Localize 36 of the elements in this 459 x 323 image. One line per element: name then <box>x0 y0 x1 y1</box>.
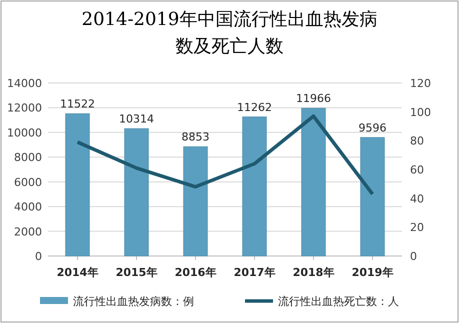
y-tick-label: 12000 <box>7 102 42 115</box>
data-label: 11522 <box>60 98 95 111</box>
y-tick-label: 8000 <box>14 151 42 164</box>
y2-tick-label: 60 <box>410 164 424 176</box>
bar <box>301 108 326 256</box>
y2-tick-label: 40 <box>410 192 424 206</box>
title: 2014-2019年中国流行性出血热发病数及死亡人数 <box>82 9 378 57</box>
data-label: 10314 <box>119 112 154 126</box>
y-tick-label: 6000 <box>14 176 42 189</box>
x-tick-label: 2019年 <box>352 266 394 279</box>
y2-tick-label: 120 <box>410 77 431 90</box>
x-tick-label: 2016年 <box>174 266 216 279</box>
data-label: 11966 <box>296 92 331 106</box>
legend-label: 流行性出血热发病数：例 <box>73 295 194 308</box>
data-label: 11262 <box>237 100 272 114</box>
x-tick-label: 2018年 <box>292 266 334 279</box>
y2-tick-label: 20 <box>410 221 424 234</box>
bar <box>65 113 90 256</box>
bar <box>360 137 385 256</box>
bar <box>242 116 267 256</box>
bar <box>124 128 149 256</box>
y2-tick-label: 80 <box>410 134 424 148</box>
x-tick-label: 2014年 <box>56 266 98 279</box>
y-tick-label: 10000 <box>7 126 42 140</box>
y2-tick-label: 100 <box>410 106 431 119</box>
bar <box>183 146 208 256</box>
y2-tick-label: 0 <box>410 250 417 263</box>
x-tick-label: 2015年 <box>116 266 158 279</box>
y-tick-label: 14000 <box>7 77 42 90</box>
y-tick-label: 0 <box>35 250 42 263</box>
legend-label: 流行性出血热死亡数：人 <box>278 295 399 308</box>
data-label: 8853 <box>182 130 210 144</box>
y-tick-label: 4000 <box>14 200 42 214</box>
data-label: 9596 <box>358 121 386 134</box>
y-tick-label: 2000 <box>14 225 42 238</box>
x-tick-label: 2017年 <box>234 266 276 279</box>
